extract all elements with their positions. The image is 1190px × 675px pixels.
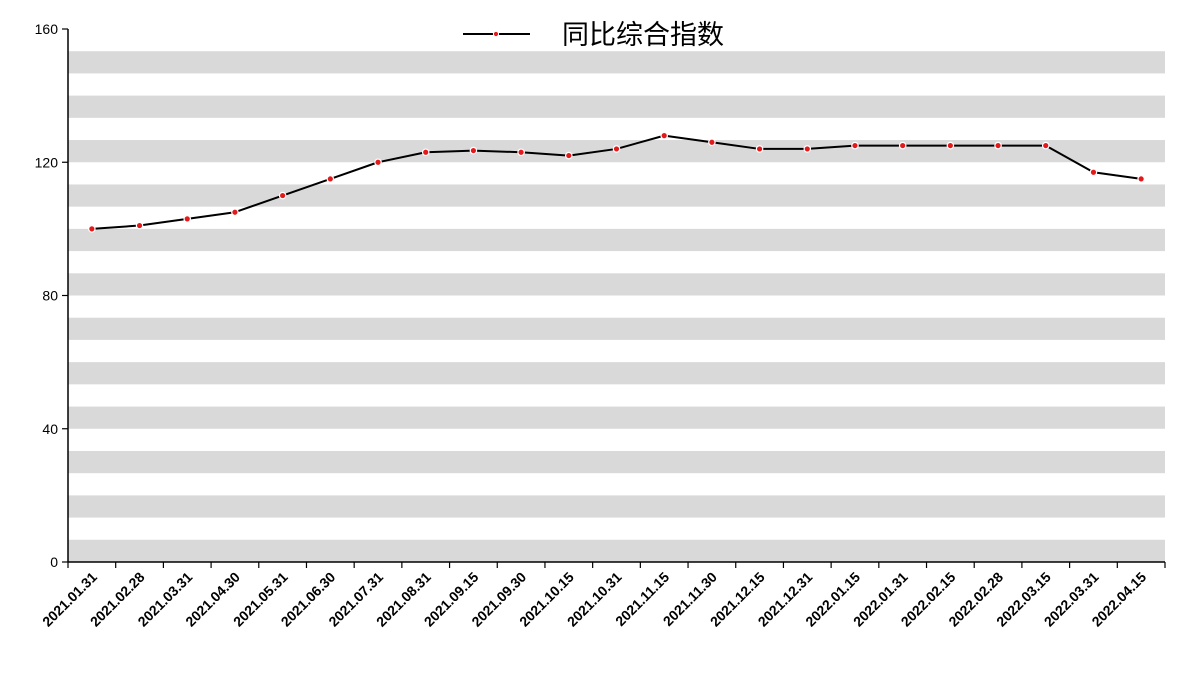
data-point bbox=[1041, 141, 1050, 150]
legend: 同比综合指数 bbox=[463, 20, 724, 51]
grid-band bbox=[68, 317, 1165, 340]
grid-band bbox=[68, 51, 1165, 74]
data-point bbox=[421, 148, 430, 157]
grid-band bbox=[68, 406, 1165, 429]
data-point bbox=[755, 145, 764, 153]
y-tick-label: 160 bbox=[35, 21, 59, 37]
data-point bbox=[135, 221, 144, 230]
grid-band bbox=[68, 362, 1165, 385]
grid-bands bbox=[68, 51, 1165, 562]
data-point bbox=[517, 148, 525, 157]
y-axis-ticks: 0 40 80 120 160 bbox=[35, 21, 68, 570]
data-point bbox=[374, 158, 382, 167]
legend-label: 同比综合指数 bbox=[562, 20, 724, 51]
data-point bbox=[660, 131, 668, 140]
data-point bbox=[1137, 175, 1145, 183]
y-tick-label: 120 bbox=[35, 154, 59, 170]
data-point bbox=[326, 175, 335, 183]
data-point bbox=[565, 151, 573, 160]
data-point bbox=[708, 138, 716, 147]
legend-marker-swatch bbox=[492, 30, 500, 38]
grid-band bbox=[68, 450, 1165, 474]
y-tick-label: 0 bbox=[50, 554, 58, 570]
data-point bbox=[946, 141, 955, 150]
data-point bbox=[994, 141, 1002, 150]
grid-band bbox=[68, 228, 1165, 252]
grid-band bbox=[68, 95, 1165, 118]
data-point bbox=[851, 141, 859, 150]
data-point bbox=[612, 145, 621, 153]
grid-band bbox=[68, 539, 1165, 562]
data-point bbox=[1089, 168, 1098, 177]
grid-band bbox=[68, 273, 1165, 296]
grid-band bbox=[68, 184, 1165, 207]
data-point bbox=[898, 141, 907, 150]
data-point bbox=[88, 225, 96, 233]
y-tick-label: 80 bbox=[42, 288, 58, 304]
grid-band bbox=[68, 495, 1165, 518]
data-point bbox=[469, 146, 478, 155]
y-tick-label: 40 bbox=[42, 421, 58, 437]
data-point bbox=[183, 215, 192, 223]
data-point bbox=[278, 191, 287, 200]
data-point bbox=[231, 208, 239, 217]
data-point bbox=[803, 145, 812, 153]
x-axis-ticks: 2021.01.312021.02.282021.03.312021.04.30… bbox=[39, 562, 1166, 630]
series-layer bbox=[88, 131, 1145, 233]
